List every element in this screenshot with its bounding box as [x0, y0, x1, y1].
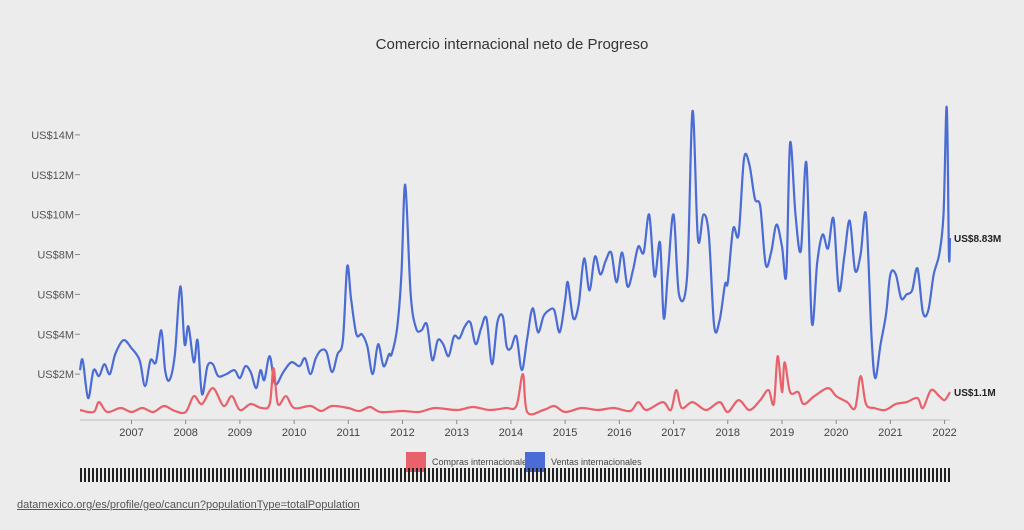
y-tick-label: US$8M [37, 250, 74, 262]
x-tick-label: 2022 [932, 427, 956, 439]
x-tick-label: 2018 [716, 427, 740, 439]
timeline-brush[interactable] [80, 468, 950, 482]
x-tick-label: 2015 [553, 427, 577, 439]
x-tick-label: 2010 [282, 427, 306, 439]
x-tick-label: 2016 [607, 427, 631, 439]
chart-title: Comercio internacional neto de Progreso [375, 36, 649, 53]
y-tick-label: US$6M [37, 289, 74, 301]
x-tick-label: 2012 [390, 427, 414, 439]
end-labels: US$8.83M US$1.1M [954, 234, 1001, 399]
x-tick-label: 2021 [878, 427, 902, 439]
x-axis: 2007 2008 2009 2010 2011 2012 2013 2014 2015 2016… [80, 419, 957, 439]
y-tick-label: US$14M [31, 130, 74, 142]
end-label-ventas-internacionales: US$8.83M [954, 234, 1001, 245]
x-tick-label: 2019 [770, 427, 794, 439]
x-tick-label: 2008 [173, 427, 197, 439]
legend-swatch[interactable] [525, 452, 545, 472]
x-tick-label: 2009 [228, 427, 252, 439]
legend-swatch[interactable] [406, 452, 426, 472]
legend[interactable]: Compras internacionales Ventas internacio… [406, 452, 642, 472]
y-tick-label: US$10M [31, 210, 74, 222]
y-tick-label: US$12M [31, 170, 74, 182]
y-tick-label: US$4M [37, 329, 74, 341]
end-label-compras-internacionales: US$1.1M [954, 388, 996, 399]
x-tick-label: 2013 [444, 427, 468, 439]
x-tick-label: 2014 [499, 427, 523, 439]
series-layer [78, 105, 952, 416]
x-tick-label: 2017 [661, 427, 685, 439]
x-tick-label: 2020 [824, 427, 848, 439]
series-line-compras-internacionales[interactable] [79, 355, 951, 416]
x-tick-label: 2011 [336, 427, 360, 439]
y-tick-label: US$2M [37, 369, 74, 381]
y-axis: US$2M US$4M US$6M US$8M US$10M US$12M US$14M [31, 130, 80, 381]
series-line-ventas-internacionales[interactable] [78, 105, 952, 400]
source-link[interactable]: datamexico.org/es/profile/geo/cancun?pop… [17, 499, 360, 511]
legend-label[interactable]: Ventas internacionales [551, 457, 642, 467]
legend-label[interactable]: Compras internacionales [432, 457, 532, 467]
x-tick-label: 2007 [119, 427, 143, 439]
